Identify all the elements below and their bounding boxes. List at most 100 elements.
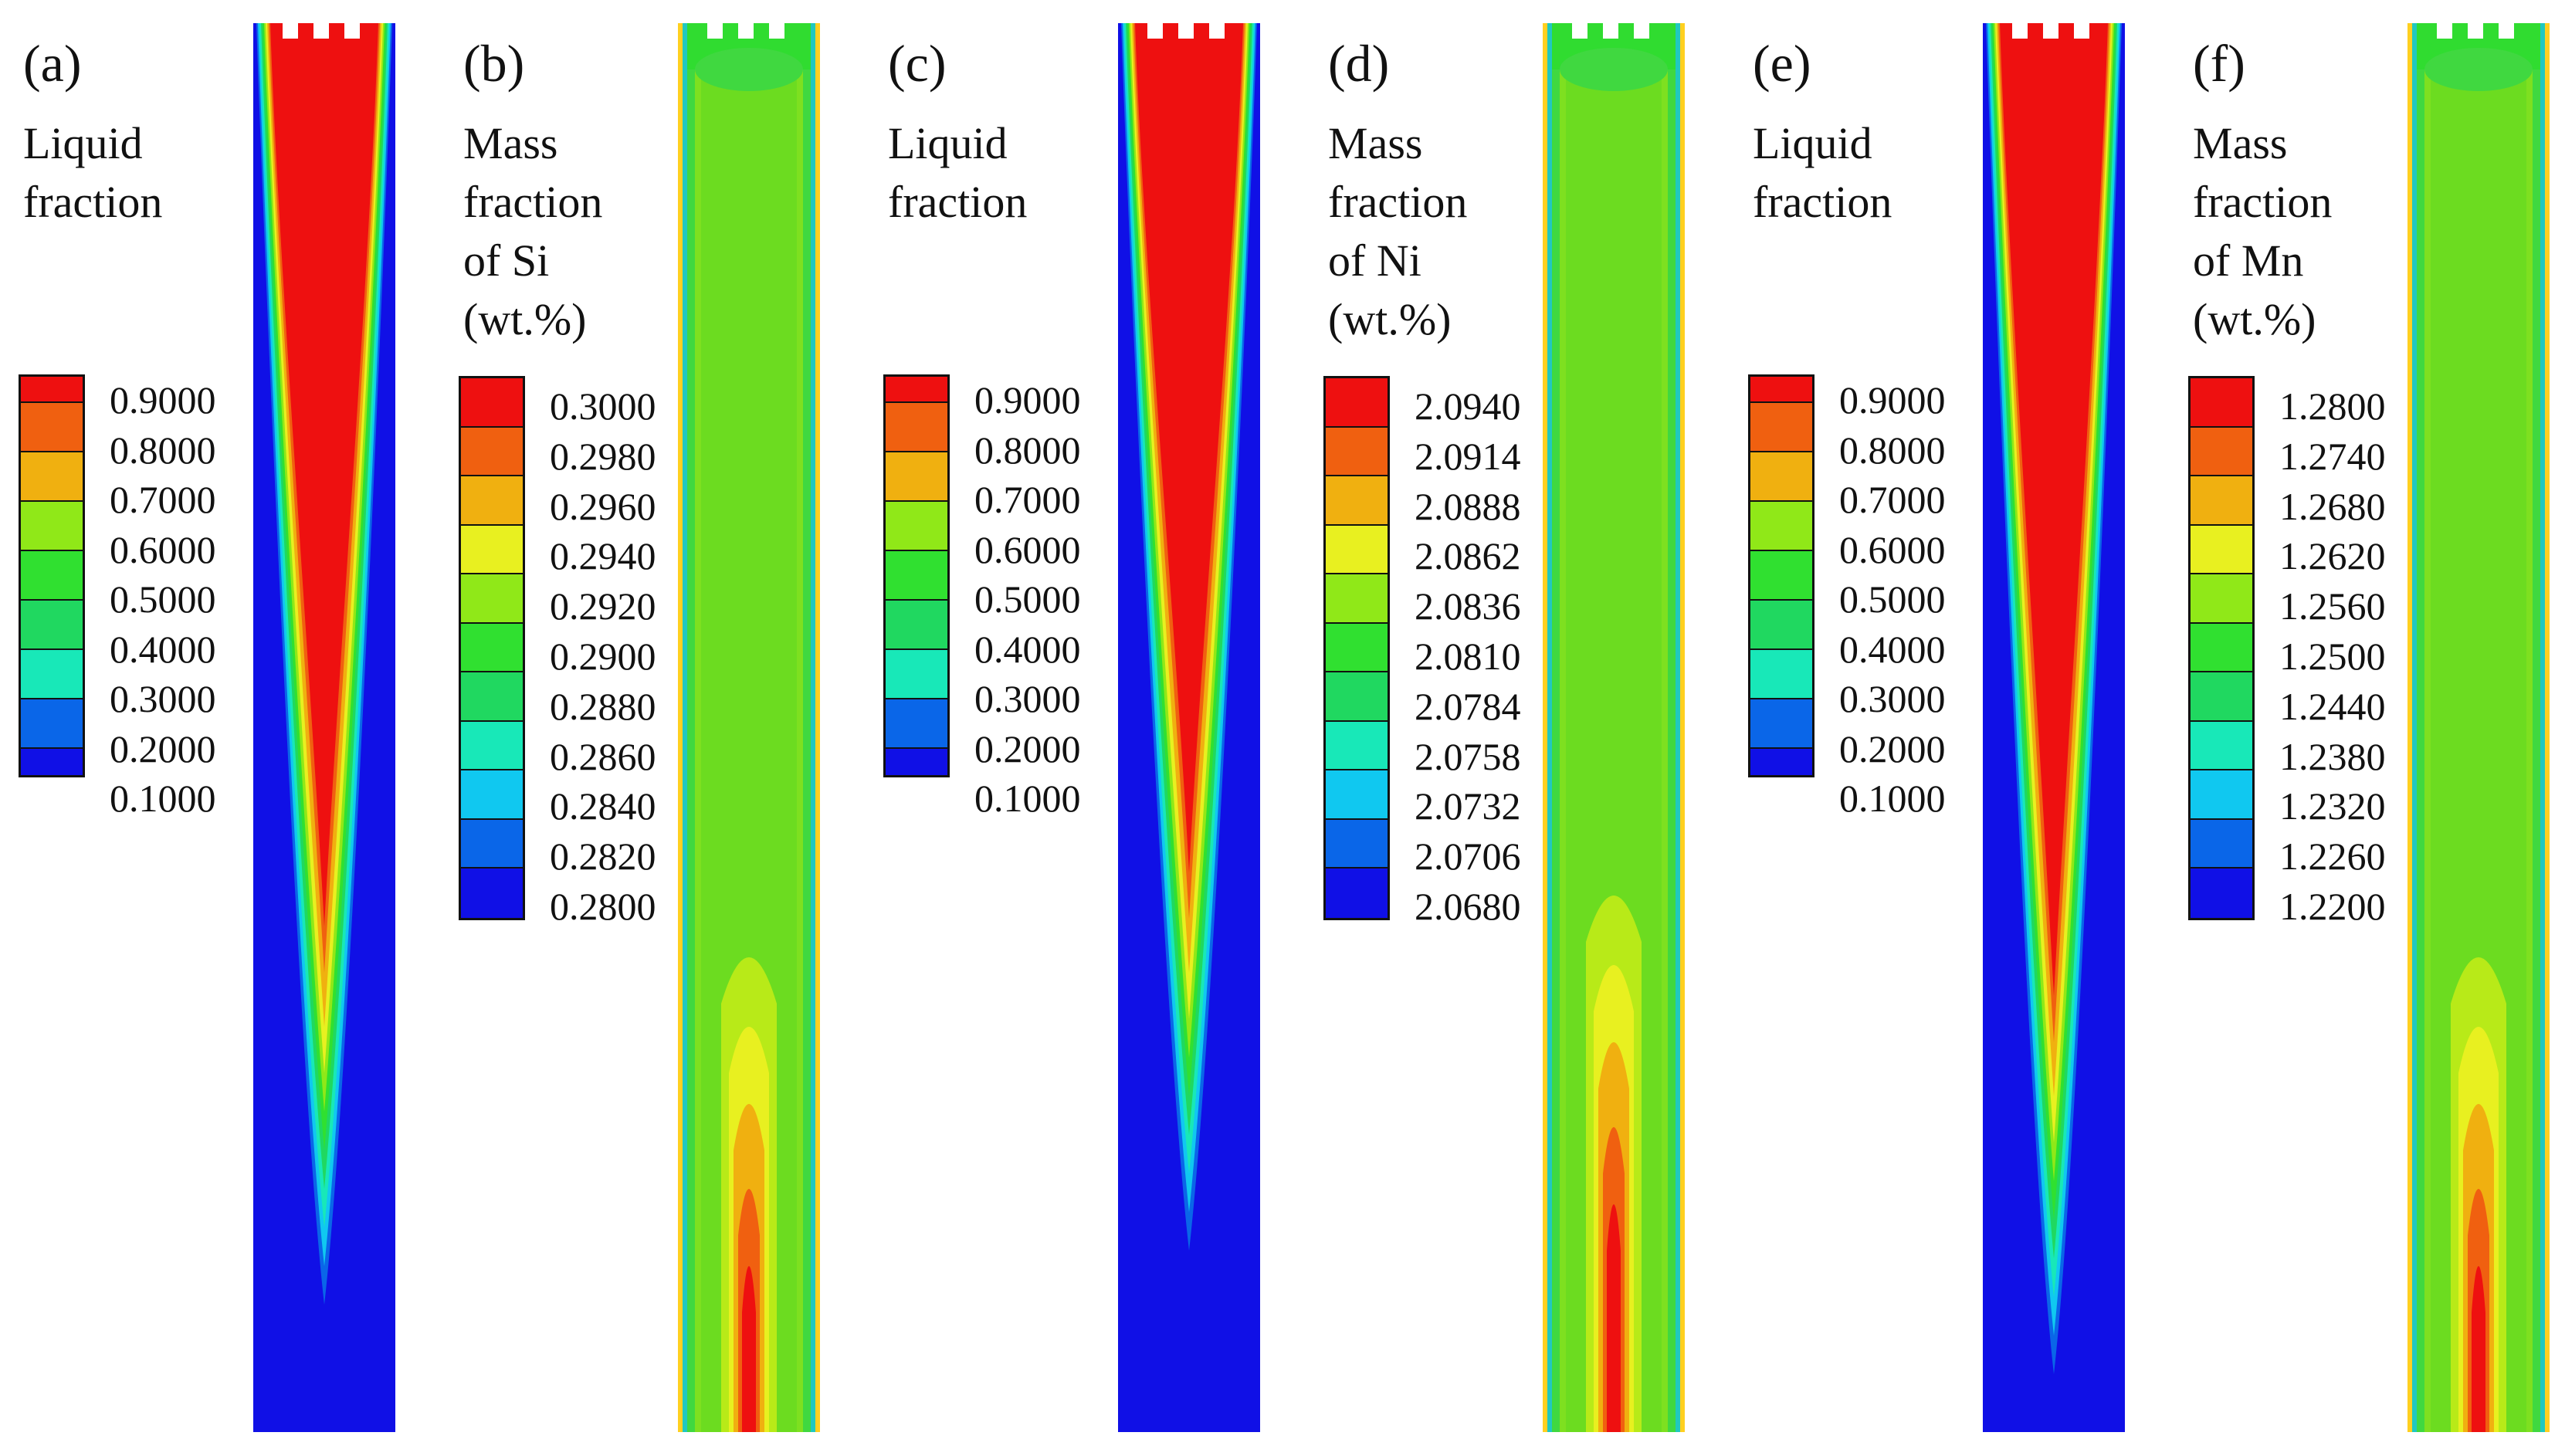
legend-tick-label: 0.8000 [110,428,216,472]
legend-tick-label: 0.6000 [110,527,216,571]
legend-title: Liquid fraction [888,114,1027,232]
legend-swatch [1750,377,1812,403]
legend-title: Mass fraction of Si (wt.%) [463,114,602,349]
legend-swatch [2191,819,2252,869]
legend-tick-label: 2.0732 [1415,784,1521,828]
contour-plot [253,23,395,1432]
legend-swatches [883,374,950,777]
contour-plot [678,23,820,1432]
legend-tick-label: 0.2900 [550,635,656,678]
legend-tick-label: 1.2680 [2279,484,2386,528]
legend-swatch [2191,770,2252,820]
panel-label: (a) [23,34,82,93]
legend-swatch [461,672,523,722]
legend-tick-label: 2.0706 [1415,835,1521,879]
legend-swatch [2191,476,2252,526]
legend-tick-label: 0.2880 [550,684,656,728]
contour-plot [1543,23,1685,1432]
legend-title-line: Mass [463,118,558,168]
legend-swatch [461,721,523,770]
legend-swatch [886,377,947,403]
mold-notch [344,23,360,39]
legend-tick-label: 2.0836 [1415,584,1521,628]
legend-swatch [886,403,947,452]
mold-notch [2043,23,2058,39]
legend-swatch [21,699,83,749]
legend-title: Mass fraction of Ni (wt.%) [1328,114,1467,349]
legend-tick-label: 0.2920 [550,584,656,628]
legend-swatch [1750,699,1812,749]
legend-title-line: fraction [23,177,163,227]
legend-tick-label: 2.0784 [1415,684,1521,728]
legend-tick-label: 0.2000 [1839,726,1946,770]
legend-swatch [1326,378,1388,428]
legend-swatch [21,749,83,775]
legend-swatch [2191,378,2252,428]
legend-tick-label: 0.5000 [1839,577,1946,621]
legend-title-line: Liquid [23,118,143,168]
legend-swatch [886,650,947,699]
legend-title-line: fraction [1753,177,1892,227]
mold-notch [707,23,723,39]
panel-a: (a) Liquid fraction 0.9000 0.8000 0.7000 0.600… [0,0,417,1456]
legend-swatch [21,452,83,502]
mold-notch [1572,23,1587,39]
mold-notch [1178,23,1194,39]
legend-swatch [1326,574,1388,624]
legend-tick-label: 0.9000 [1839,378,1946,422]
legend-title-line: fraction [2193,177,2333,227]
legend-title-line: (wt.%) [1328,294,1452,344]
legend-title: Liquid fraction [23,114,162,232]
segregation-contour-band [2472,1266,2485,1432]
legend-tick-label: 2.0680 [1415,885,1521,928]
legend-swatch [1326,770,1388,820]
mold-notch [1634,23,1649,39]
legend-title: Mass fraction of Mn (wt.%) [2193,114,2332,349]
legend-swatch [21,601,83,650]
mold-notch [2468,23,2483,39]
legend-tick-label: 2.0914 [1415,434,1521,478]
legend-tick-label: 0.6000 [974,527,1081,571]
legend-title-line: of Ni [1328,235,1421,286]
legend-swatch [1326,623,1388,672]
mold-notch [283,23,298,39]
legend-swatch [886,502,947,551]
legend-swatch [1326,476,1388,526]
legend-swatch [461,427,523,476]
legend-swatch [21,377,83,403]
mold-notch [1209,23,1225,39]
legend-tick-label: 1.2440 [2279,684,2386,728]
legend-tick-label: 0.3000 [110,677,216,720]
legend-swatch [2191,525,2252,574]
liquid-contour-band [2000,23,2108,996]
legend-tick-label: 1.2500 [2279,635,2386,678]
legend-swatch [2191,672,2252,722]
legend-tick-label: 0.2000 [110,726,216,770]
panel-c: (c) Liquid fraction 0.9000 0.8000 0.7000 0.600… [865,0,1282,1456]
legend-tick-label: 0.9000 [974,378,1081,422]
legend-swatch [461,770,523,820]
legend-tick-label: 0.4000 [974,627,1081,671]
legend-tick-label: 0.7000 [110,478,216,521]
legend-swatch [2191,869,2252,918]
liquid-contour-band [270,23,378,926]
legend-swatch [1750,452,1812,502]
legend-swatch [461,819,523,869]
legend-tick-label: 1.2560 [2279,584,2386,628]
legend-swatch [1326,869,1388,918]
mold-notch [769,23,784,39]
panel-d: (d) Mass fraction of Ni (wt.%) 2.0940 2.0914 2.… [1305,0,1722,1456]
legend-tick-label: 2.0940 [1415,384,1521,428]
legend-swatch [461,623,523,672]
legend-tick-label: 0.2960 [550,484,656,528]
legend-tick-label: 1.2200 [2279,885,2386,928]
legend-tick-label: 0.2980 [550,434,656,478]
legend-tick-label: 1.2800 [2279,384,2386,428]
legend-tick-label: 1.2740 [2279,434,2386,478]
legend-swatch [21,502,83,551]
legend-swatch [1326,819,1388,869]
legend-swatches [459,376,525,920]
legend-swatch [461,525,523,574]
legend-tick-label: 0.1000 [110,777,216,820]
legend-tick-label: 2.0810 [1415,635,1521,678]
